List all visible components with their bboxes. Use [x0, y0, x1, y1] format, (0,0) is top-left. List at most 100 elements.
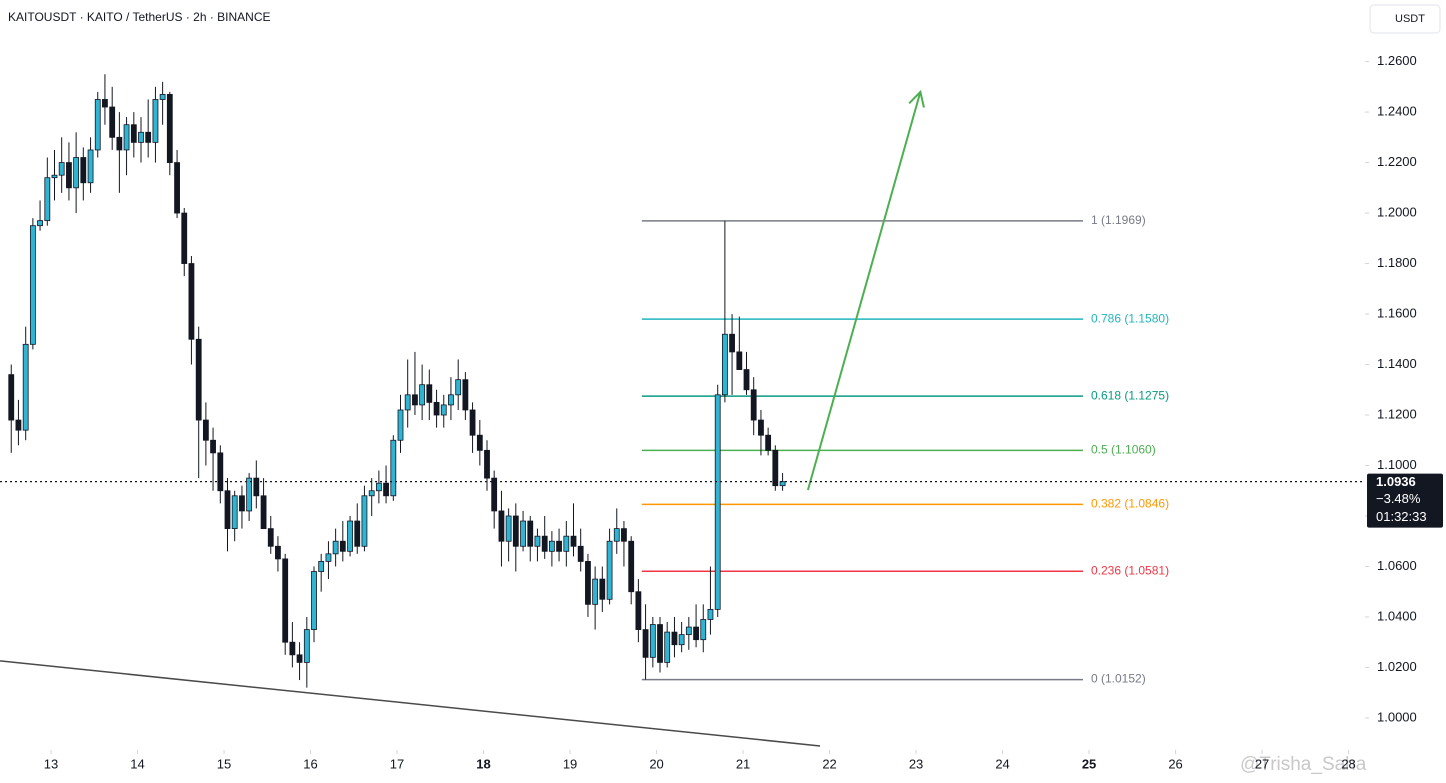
candle-body: [318, 561, 325, 572]
candle-body: [339, 540, 346, 552]
currency-label[interactable]: USDT: [1395, 13, 1425, 25]
candle-body: [354, 520, 361, 547]
candle-body: [282, 558, 289, 643]
y-tick-label: 1.0000: [1377, 709, 1417, 724]
y-tick-label: 1.2400: [1377, 104, 1417, 119]
candle-body: [721, 333, 728, 396]
candle-body: [563, 535, 570, 552]
candle-body: [231, 495, 238, 530]
candle-body: [217, 452, 224, 492]
candle-body: [58, 162, 65, 176]
candle-body: [375, 482, 382, 492]
candle-body: [260, 495, 267, 530]
candle-body: [383, 482, 389, 497]
candle-body: [664, 631, 671, 663]
candle-body: [498, 510, 505, 542]
candle-body: [15, 419, 22, 431]
candle-body: [693, 626, 699, 641]
fib-label: 0.618 (1.1275): [1091, 388, 1169, 402]
candle-body: [520, 520, 526, 547]
x-tick-label: 28: [1341, 756, 1355, 771]
y-tick-label: 1.1400: [1377, 356, 1417, 371]
candle-body: [527, 520, 534, 547]
chart-title: KAITOUSDT · KAITO / TetherUS · 2h · BINA…: [8, 10, 271, 24]
x-tick-label: 26: [1168, 756, 1182, 771]
candle-body: [404, 394, 411, 411]
y-tick-label: 1.2000: [1377, 204, 1417, 219]
candle-body: [426, 384, 433, 403]
candle-body: [22, 343, 29, 431]
fib-label: 0.382 (1.0846): [1091, 497, 1169, 511]
last-price-change: −3.48%: [1376, 491, 1421, 506]
candle-body: [621, 528, 627, 542]
candle-body: [613, 528, 620, 542]
candle-body: [592, 578, 599, 605]
candle-body: [671, 631, 678, 646]
fib-label: 0.236 (1.0581): [1091, 563, 1169, 577]
candle-body: [174, 162, 180, 214]
candle-body: [116, 136, 123, 151]
x-tick-label: 13: [44, 756, 58, 771]
candle-body: [779, 481, 786, 487]
candle-body: [37, 220, 43, 227]
candle-body: [44, 177, 51, 222]
x-tick-label: 20: [649, 756, 663, 771]
fib-label: 0.5 (1.1060): [1091, 443, 1156, 457]
arrow-head: [908, 89, 925, 108]
candle-body: [181, 212, 188, 264]
candle-body: [729, 333, 735, 353]
y-tick-label: 1.1200: [1377, 406, 1417, 421]
candle-body: [267, 528, 274, 547]
candle-body: [419, 384, 426, 406]
x-tick-label: 22: [822, 756, 836, 771]
currency-box[interactable]: [1369, 4, 1441, 34]
x-tick-label: 24: [995, 756, 1009, 771]
candle-body: [642, 629, 649, 658]
candle-body: [145, 131, 152, 143]
plot-area: 1 (1.1969) 0.786 (1.1580) 0.618 (1.1275) 0.…: [0, 74, 1169, 747]
candle-body: [440, 404, 447, 416]
candle-body: [758, 419, 764, 436]
candle-body: [94, 99, 101, 151]
candle-body: [657, 624, 663, 663]
candle-body: [202, 419, 209, 441]
candle-body: [311, 571, 317, 630]
candle-body: [102, 99, 108, 108]
watermark: @Trisha_Saha: [1240, 754, 1367, 775]
y-tick-label: 1.2600: [1377, 53, 1417, 68]
candle-body: [166, 94, 173, 163]
candle-body: [66, 162, 72, 189]
candle-body: [8, 374, 15, 421]
candle-body: [87, 149, 94, 184]
last-price-countdown: 01:32:33: [1376, 509, 1427, 524]
candle-body: [80, 157, 87, 184]
candle-body: [347, 520, 353, 552]
y-tick-label: 1.0400: [1377, 608, 1417, 623]
fib-label: 0 (1.0152): [1091, 672, 1146, 686]
x-tick-label: 27: [1255, 756, 1269, 771]
candle-body: [570, 535, 577, 547]
candle-body: [476, 434, 483, 451]
y-tick-label: 1.0200: [1377, 659, 1417, 674]
candle-body: [628, 540, 635, 593]
candle-body: [556, 540, 562, 552]
candle-body: [750, 389, 757, 421]
x-tick-label: 21: [736, 756, 750, 771]
candle-body: [685, 626, 692, 636]
candle-body: [275, 545, 281, 560]
candle-body: [123, 124, 130, 151]
last-price-box: [1367, 473, 1443, 528]
candle-body: [188, 263, 195, 340]
fib-label: 0.786 (1.1580): [1091, 311, 1169, 325]
candle-body: [332, 540, 339, 555]
candle-body: [599, 578, 606, 600]
x-tick-label: 15: [217, 756, 231, 771]
y-tick-label: 1.2200: [1377, 154, 1417, 169]
candle-body: [159, 94, 166, 100]
candle-body: [412, 394, 418, 406]
x-tick-label: 19: [563, 756, 577, 771]
candle-body: [433, 401, 440, 416]
candle-body: [577, 545, 584, 562]
x-tick-label: 17: [390, 756, 404, 771]
